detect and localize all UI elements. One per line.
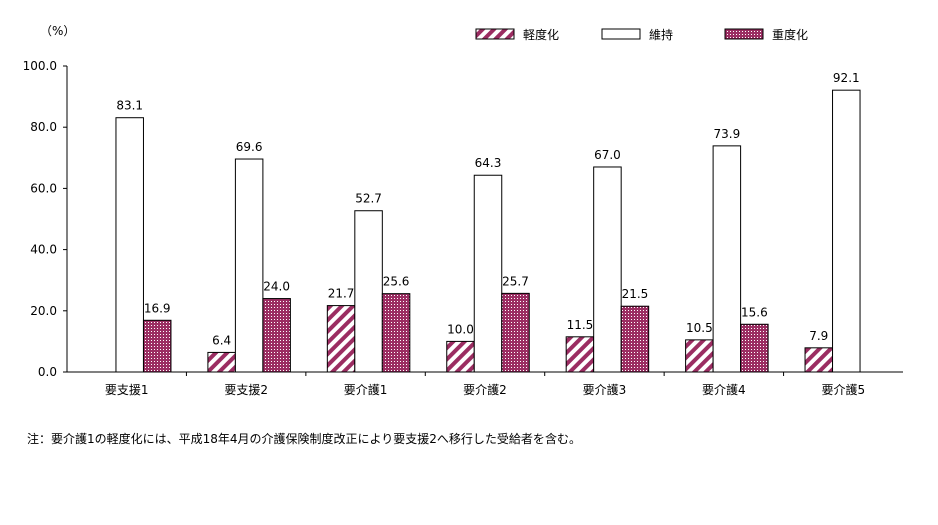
- data-label: 24.0: [263, 280, 290, 294]
- legend-label: 維持: [649, 27, 673, 42]
- footnote: 注：要介護1の軽度化には、平成18年4月の介護保険制度改正により要支援2へ移行し…: [27, 432, 581, 446]
- bar-軽度化: [207, 351, 236, 373]
- y-tick-label: 80.0: [30, 120, 57, 134]
- bar-維持: [115, 117, 144, 373]
- bar-重度化: [381, 293, 411, 373]
- bar-軽度化: [804, 347, 834, 373]
- data-label: 10.0: [447, 322, 474, 336]
- data-label: 92.1: [833, 71, 860, 85]
- data-label: 11.5: [567, 318, 594, 332]
- data-label: 83.1: [116, 99, 143, 113]
- data-label: 16.9: [144, 301, 171, 315]
- x-tick-label: 要支援1: [105, 383, 149, 397]
- x-tick-label: 要介護5: [821, 382, 865, 397]
- data-label: 25.6: [383, 275, 410, 289]
- bar-重度化: [501, 292, 530, 373]
- data-label: 15.6: [741, 305, 768, 319]
- data-label: 52.7: [355, 192, 382, 206]
- bar-維持: [712, 145, 742, 373]
- y-tick-label: 0.0: [38, 365, 57, 379]
- bar-維持: [473, 174, 503, 373]
- bar-重度化: [740, 323, 769, 373]
- y-tick-label: 20.0: [30, 304, 57, 318]
- data-label: 64.3: [475, 156, 502, 170]
- bar-軽度化: [565, 336, 595, 373]
- bar-軽度化: [685, 339, 714, 373]
- data-label: 73.9: [713, 127, 740, 141]
- data-label: 69.6: [236, 140, 263, 154]
- data-label: 67.0: [594, 148, 621, 162]
- y-tick-label: 40.0: [30, 243, 57, 257]
- data-label: 10.5: [686, 321, 713, 335]
- bar-重度化: [620, 305, 650, 373]
- x-tick-label: 要介護1: [344, 382, 388, 397]
- bar-維持: [354, 210, 383, 373]
- bar-軽度化: [446, 340, 475, 373]
- bar-重度化: [142, 319, 172, 373]
- bar-維持: [593, 166, 622, 373]
- bar-維持: [832, 89, 861, 373]
- x-tick-label: 要支援2: [224, 383, 268, 397]
- data-label: 21.7: [328, 287, 355, 301]
- y-tick-label: 100.0: [23, 59, 57, 73]
- data-label: 25.7: [502, 274, 529, 288]
- bar-重度化: [262, 298, 291, 373]
- legend-swatch-維持: [601, 28, 641, 40]
- bar-軽度化: [326, 305, 356, 373]
- legend-swatch-重度化: [724, 28, 764, 40]
- legend: 軽度化 維持 重度化: [475, 27, 808, 42]
- data-label: 6.4: [212, 333, 231, 347]
- x-tick-label: 要介護3: [583, 382, 627, 397]
- y-axis-unit: （%）: [40, 24, 75, 38]
- data-label: 21.5: [622, 287, 649, 301]
- legend-label: 重度化: [772, 27, 808, 42]
- legend-label: 軽度化: [523, 27, 559, 42]
- y-tick-label: 60.0: [30, 181, 57, 195]
- legend-swatch-軽度化: [475, 28, 515, 40]
- bar-維持: [234, 158, 264, 373]
- x-tick-label: 要介護4: [702, 382, 746, 397]
- x-tick-label: 要介護2: [463, 382, 507, 397]
- data-label: 7.9: [809, 329, 828, 343]
